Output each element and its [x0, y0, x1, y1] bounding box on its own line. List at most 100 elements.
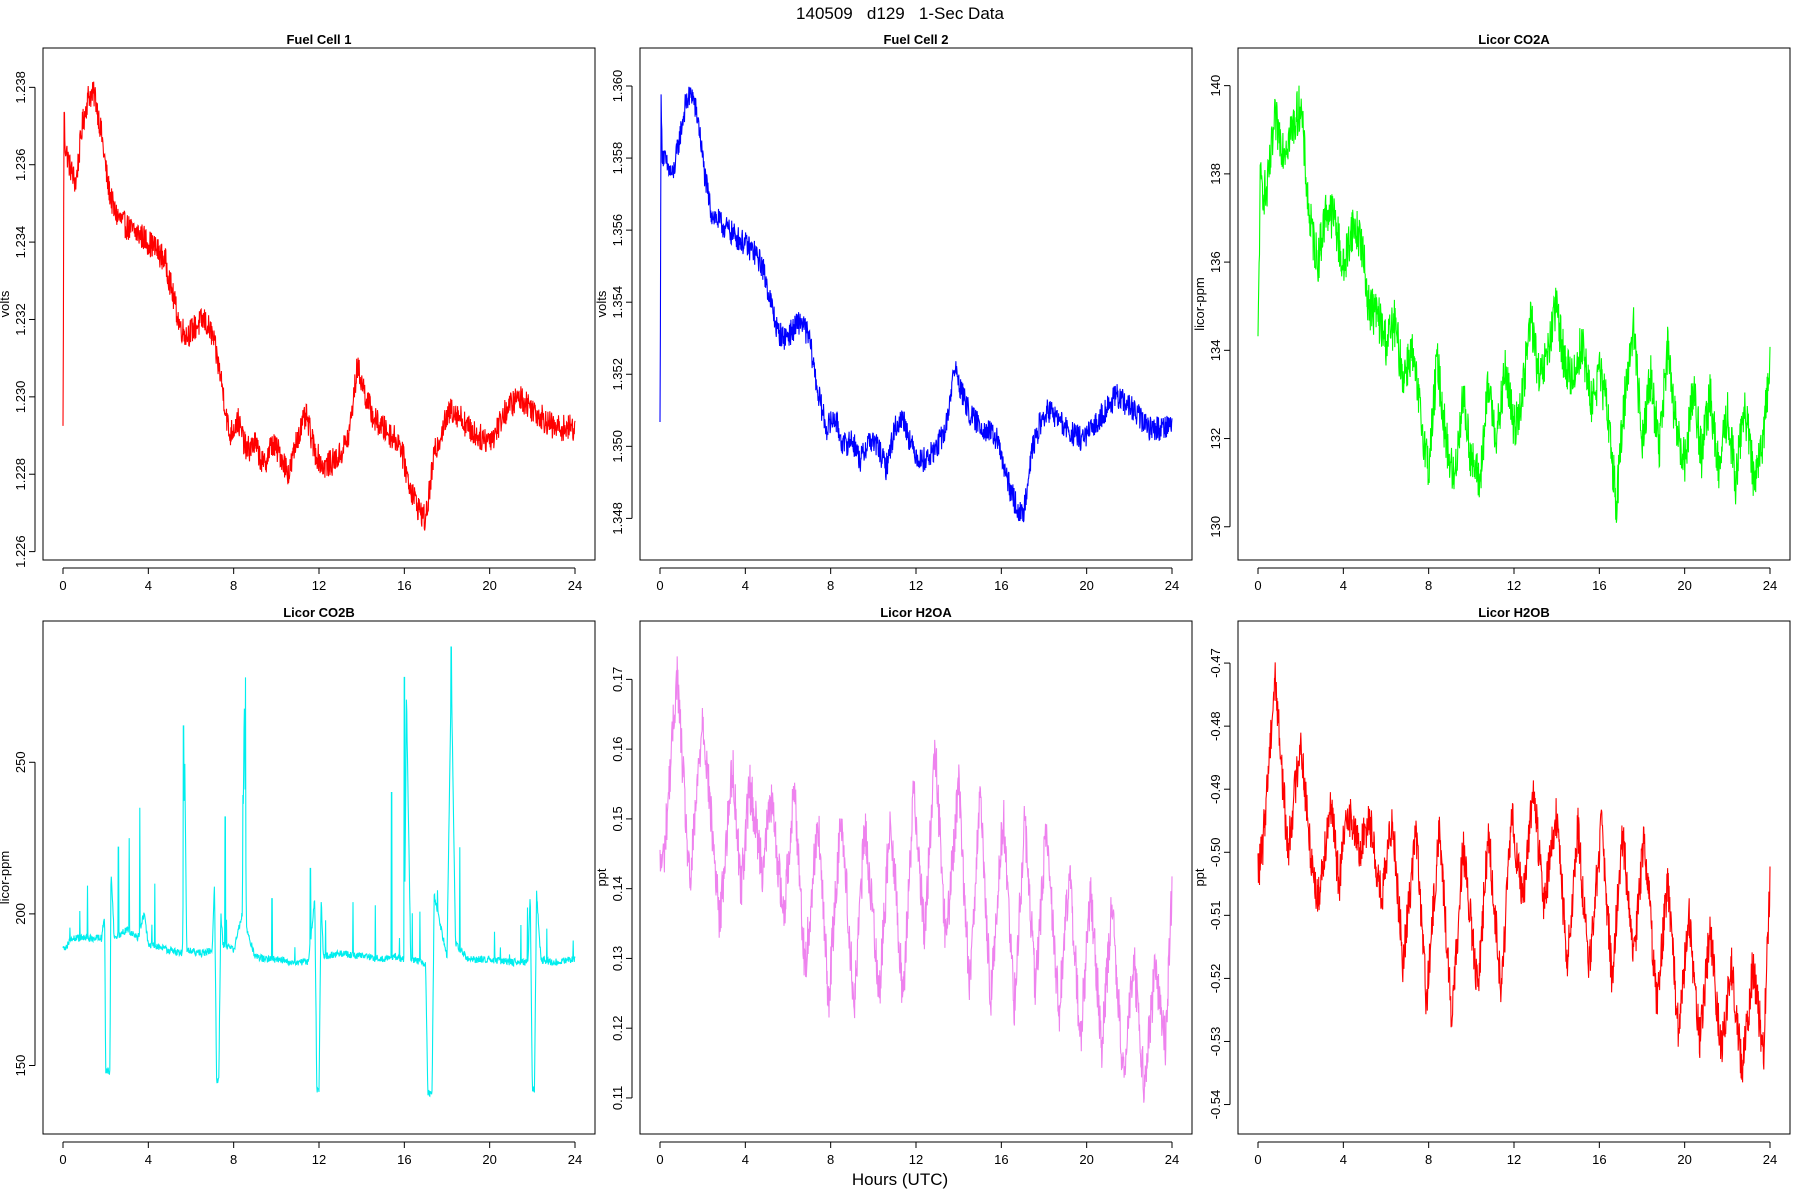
y-tick-label: 1.228 [13, 458, 28, 491]
y-tick-label: 132 [1208, 428, 1223, 450]
y-axis-label: volts [594, 290, 609, 317]
y-tick-label: -0.53 [1208, 1027, 1223, 1057]
y-tick-label: 1.352 [610, 358, 625, 391]
x-tick-label: 12 [1507, 578, 1521, 593]
y-tick-label: -0.51 [1208, 901, 1223, 931]
x-tick-label: 4 [742, 1152, 749, 1167]
y-tick-label: 1.348 [610, 502, 625, 535]
y-tick-label: 140 [1208, 75, 1223, 97]
panel-title: Licor H2OB [1478, 605, 1550, 620]
plot-frame [42, 47, 596, 561]
chart-licor-h2oa: Licor H2OA 0 4 8 12 16 20 24 0.11 0.12 0.13 0.14 0.1… [594, 605, 1193, 1167]
x-tick-label: 20 [1677, 1152, 1691, 1167]
panel-title: Licor CO2A [1478, 32, 1550, 47]
y-tick-label: -0.49 [1208, 774, 1223, 804]
y-tick-label: 0.11 [610, 1086, 625, 1110]
y-tick-label: 138 [1208, 163, 1223, 185]
x-tick-label: 12 [909, 1152, 923, 1167]
x-tick-label: 24 [1165, 578, 1179, 593]
x-tick-label: 24 [568, 578, 582, 593]
y-axis-label: volts [0, 290, 12, 317]
x-tick-label: 16 [1592, 578, 1606, 593]
y-tick-label: 0.15 [610, 806, 625, 831]
x-tick-label: 16 [994, 578, 1008, 593]
x-tick-label: 16 [397, 1152, 411, 1167]
series-line-licor-co2b [62, 646, 576, 1098]
x-tick-label: 8 [827, 578, 834, 593]
y-axis-label: licor-ppm [1192, 277, 1207, 330]
y-tick-label: 250 [13, 751, 28, 773]
x-tick-label: 12 [1507, 1152, 1521, 1167]
plot-frame [639, 47, 1193, 561]
x-tick-label: 4 [145, 578, 152, 593]
x-tick-label: 24 [1763, 1152, 1777, 1167]
y-axis-label: licor-ppm [0, 851, 12, 904]
series-line-licor-h2ob [1257, 662, 1771, 1083]
chart-fuel-cell-2: Fuel Cell 2 0 4 8 12 16 20 24 1.348 1.350 1.352 1.3… [594, 32, 1193, 593]
x-tick-label: 0 [656, 578, 663, 593]
x-tick-label: 0 [1254, 1152, 1261, 1167]
x-tick-label: 20 [1079, 578, 1093, 593]
x-tick-label: 4 [1340, 578, 1347, 593]
y-tick-label: -0.54 [1208, 1090, 1223, 1120]
x-tick-label: 20 [482, 578, 496, 593]
x-tick-label: 8 [230, 578, 237, 593]
series-line-licor-h2oa [659, 656, 1173, 1103]
y-tick-label: 0.14 [610, 876, 625, 901]
chart-licor-co2b: Licor CO2B 0 4 8 12 16 20 24 150 200 250 licor-ppm [0, 605, 596, 1167]
y-tick-label: 1.226 [13, 535, 28, 568]
y-tick-label: -0.50 [1208, 837, 1223, 867]
series-line-fuel-cell-1 [62, 81, 576, 531]
x-tick-label: 4 [1340, 1152, 1347, 1167]
y-tick-label: 1.350 [610, 430, 625, 463]
y-tick-label: 136 [1208, 251, 1223, 273]
panel-title: Fuel Cell 2 [883, 32, 948, 47]
x-tick-label: 24 [568, 1152, 582, 1167]
y-axis-label: ppt [594, 868, 609, 886]
plot-frame [639, 620, 1193, 1135]
x-tick-label: 12 [312, 1152, 326, 1167]
panel-title: Licor CO2B [283, 605, 355, 620]
x-tick-label: 20 [1677, 578, 1691, 593]
y-tick-label: 0.13 [610, 946, 625, 971]
x-tick-label: 0 [59, 1152, 66, 1167]
x-tick-label: 0 [656, 1152, 663, 1167]
y-tick-label: 130 [1208, 516, 1223, 538]
y-tick-label: 1.236 [13, 148, 28, 181]
y-tick-label: 0.17 [610, 667, 625, 692]
y-tick-label: 1.232 [13, 303, 28, 336]
y-tick-label: 1.354 [610, 286, 625, 319]
x-tick-label: 20 [482, 1152, 496, 1167]
series-line-licor-co2a [1257, 85, 1771, 523]
x-tick-label: 16 [994, 1152, 1008, 1167]
plot-frame [42, 620, 596, 1135]
chart-licor-h2ob: Licor H2OB 0 4 8 12 16 20 24 -0.54 -0.53 -0.52 -0.5… [1192, 605, 1791, 1167]
x-tick-label: 8 [1425, 578, 1432, 593]
x-tick-label: 0 [1254, 578, 1261, 593]
y-tick-label: 0.12 [610, 1016, 625, 1041]
x-tick-label: 12 [312, 578, 326, 593]
y-tick-label: -0.52 [1208, 964, 1223, 994]
y-tick-label: 1.358 [610, 142, 625, 175]
y-tick-label: 1.360 [610, 70, 625, 103]
y-tick-label: 200 [13, 903, 28, 925]
x-tick-label: 16 [1592, 1152, 1606, 1167]
x-tick-label: 8 [230, 1152, 237, 1167]
y-tick-label: -0.48 [1208, 711, 1223, 741]
x-tick-label: 24 [1763, 578, 1777, 593]
plot-frame [1237, 47, 1791, 561]
y-tick-label: 1.230 [13, 381, 28, 414]
panel-title: Licor H2OA [880, 605, 952, 620]
x-tick-label: 20 [1079, 1152, 1093, 1167]
y-tick-label: 150 [13, 1055, 28, 1077]
panel-title: Fuel Cell 1 [286, 32, 351, 47]
x-tick-label: 4 [145, 1152, 152, 1167]
x-tick-label: 8 [827, 1152, 834, 1167]
x-tick-label: 16 [397, 578, 411, 593]
chart-fuel-cell-1: Fuel Cell 1 0 4 8 12 16 20 24 1.226 1.228 1.230 1.2… [0, 32, 596, 593]
x-tick-label: 4 [742, 578, 749, 593]
page-title: 140509 d129 1-Sec Data [796, 4, 1004, 23]
chart-licor-co2a: Licor CO2A 0 4 8 12 16 20 24 130 132 134 136 138 140 l… [1192, 32, 1791, 593]
y-tick-label: -0.47 [1208, 648, 1223, 678]
